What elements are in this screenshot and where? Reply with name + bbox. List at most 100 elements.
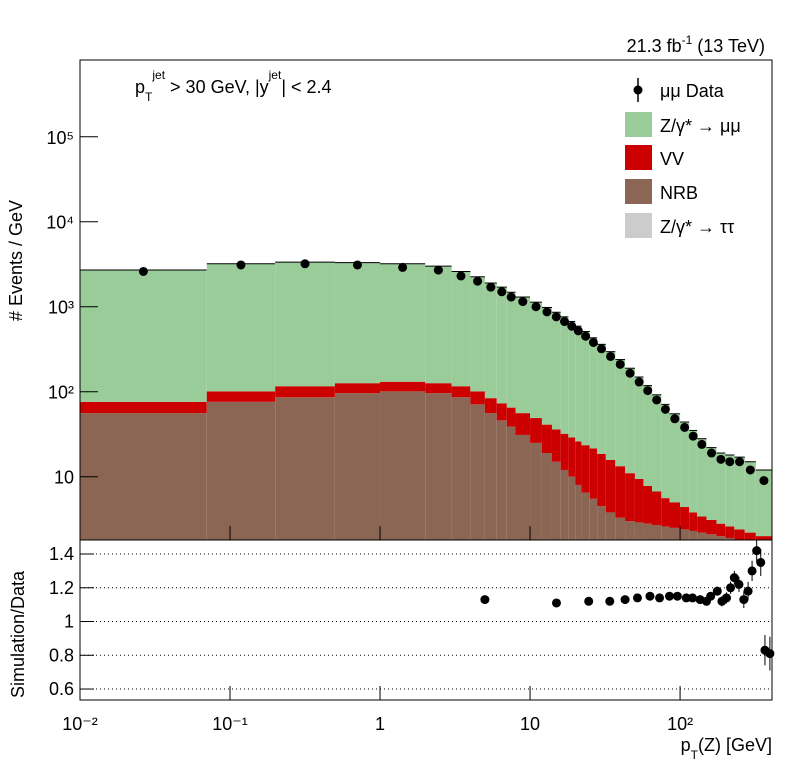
stack-segment (643, 385, 653, 486)
ratio-point (756, 557, 766, 567)
annotation-part: T (145, 90, 153, 104)
ratio-point (480, 595, 490, 605)
x-tick-label: 10 (520, 714, 540, 734)
stack-segment (615, 466, 626, 518)
stack-segment (530, 442, 542, 540)
stack-segment (755, 469, 772, 537)
stack-segment (425, 383, 452, 394)
stack-segment (597, 454, 606, 507)
stack-segment (706, 534, 717, 540)
data-point (518, 297, 528, 307)
stack-segment (206, 391, 276, 402)
stack-segment (80, 401, 207, 414)
stack-segment (568, 476, 576, 540)
stack-segment (615, 517, 626, 540)
stack-segment (515, 297, 531, 414)
stack-segment (551, 461, 561, 540)
legend-swatch (625, 112, 652, 137)
stack-segment (206, 263, 276, 392)
stack-segment (581, 331, 590, 446)
data-point (300, 259, 310, 269)
stack-segment (605, 351, 616, 460)
x-axis-label-part: p (681, 735, 691, 755)
data-point (697, 439, 707, 449)
legend-label: μμ Data (660, 81, 725, 101)
y-axis-label: # Events / GeV (6, 200, 26, 321)
data-point (542, 307, 552, 317)
stack-segment (669, 502, 681, 528)
stack-segment (515, 413, 531, 435)
stack-segment (689, 530, 698, 540)
stack-segment (425, 393, 452, 540)
ratio-point (739, 595, 749, 605)
stack-segment (275, 397, 335, 540)
data-point (588, 337, 598, 347)
stack-segment (560, 469, 569, 540)
data-point (615, 359, 625, 369)
ratio-point (765, 649, 775, 659)
stack-segment (661, 498, 670, 527)
ratio-point (664, 591, 674, 601)
y-tick-label: 1.4 (49, 544, 74, 564)
stack-segment (380, 381, 426, 392)
data-point (138, 266, 148, 276)
stack-segment (680, 422, 690, 508)
stack-segment (530, 418, 542, 443)
stack-segment (697, 438, 707, 517)
stack-segment (560, 316, 569, 434)
x-tick-label: 1 (375, 714, 385, 734)
data-point (707, 448, 717, 458)
stack-segment (80, 413, 207, 540)
lumi-label: 21.3 fb-1 (13 TeV) (627, 33, 765, 56)
stack-segment (716, 523, 726, 537)
stack-segment (725, 538, 735, 540)
stack-segment (725, 455, 735, 527)
ratio-point (734, 579, 744, 589)
data-point (398, 262, 408, 272)
stack-segment (589, 498, 598, 540)
legend-label: Z/γ* → μμ (660, 116, 741, 136)
ratio-point (729, 573, 739, 583)
x-axis-label-part: T (691, 748, 699, 762)
stack-segment (541, 453, 552, 540)
stack-segment (451, 386, 471, 398)
stack-segment (541, 307, 552, 425)
data-point (606, 351, 616, 361)
stack-segment (506, 292, 516, 408)
data-point (473, 276, 483, 286)
ratio-point (551, 598, 561, 608)
data-point (573, 326, 583, 336)
data-point (735, 457, 745, 467)
data-point (725, 457, 735, 467)
stack-segment (484, 413, 497, 540)
data-point (236, 260, 246, 270)
stack-segment (470, 404, 485, 540)
legend-label: VV (660, 149, 684, 169)
stack-segment (451, 271, 471, 387)
data-point (652, 395, 662, 405)
data-point (716, 454, 726, 464)
y-tick-label: 10² (48, 383, 74, 403)
stack-segment (625, 521, 635, 540)
y-tick-label: 10⁴ (46, 213, 74, 233)
y-tick-label: 10⁵ (47, 128, 74, 148)
stack-segment (661, 526, 670, 540)
data-point (560, 317, 570, 327)
stack-segment (80, 270, 207, 402)
ratio-point (632, 593, 642, 603)
x-axis-label-part: (Z) [GeV] (698, 735, 772, 755)
stack-segment (625, 368, 635, 474)
ratio-point (620, 595, 630, 605)
stack-segment (506, 407, 516, 427)
data-point (433, 265, 443, 275)
lumi-label-part: -1 (682, 33, 693, 47)
stack-segment (744, 532, 756, 540)
stack-segment (541, 424, 552, 454)
y-tick-label: 0.6 (49, 679, 74, 699)
stack-segment (734, 457, 745, 530)
ratio-point (655, 593, 665, 603)
x-tick-label: 10⁻¹ (212, 714, 248, 734)
stack-segment (575, 484, 582, 540)
data-point (660, 404, 670, 414)
